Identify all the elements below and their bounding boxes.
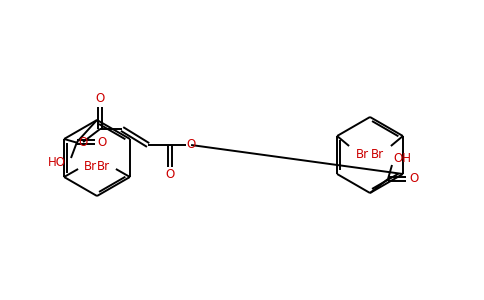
Text: O: O <box>166 169 175 182</box>
Text: O: O <box>409 172 419 185</box>
Text: O: O <box>95 92 105 106</box>
Text: O: O <box>186 139 196 152</box>
Text: O: O <box>78 136 88 149</box>
Text: Br: Br <box>371 148 384 161</box>
Text: Br: Br <box>97 160 110 172</box>
Text: Br: Br <box>84 160 97 172</box>
Text: Br: Br <box>356 148 369 161</box>
Text: O: O <box>97 136 106 148</box>
Text: HO: HO <box>48 157 66 169</box>
Text: OH: OH <box>393 152 411 166</box>
